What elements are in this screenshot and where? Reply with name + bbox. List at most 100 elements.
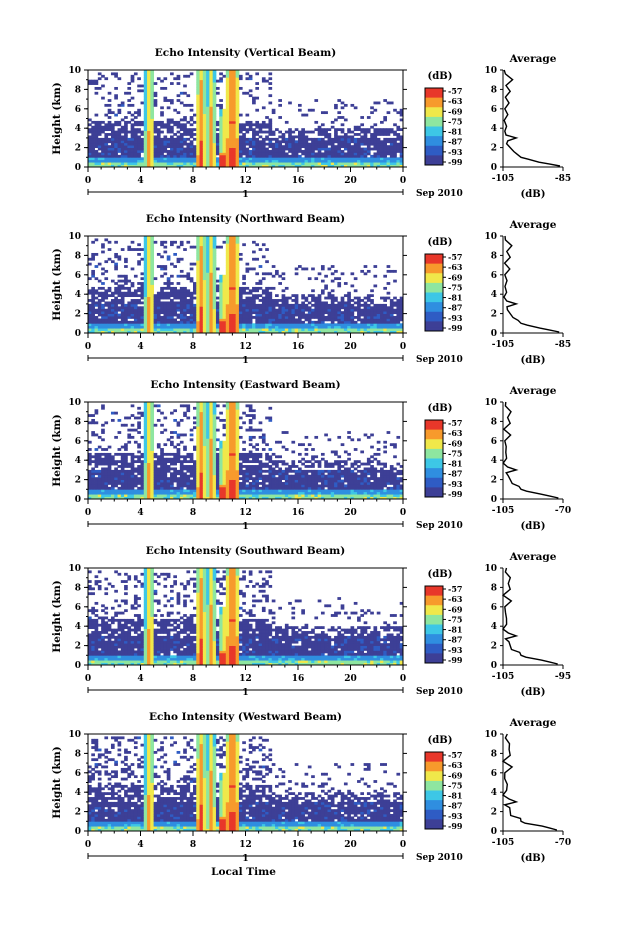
- heatmap-cell: [183, 118, 187, 122]
- heatmap-cell: [133, 323, 138, 327]
- heatmap-cell: [396, 313, 401, 317]
- heatmap-cell: [360, 142, 365, 146]
- heatmap-cell: [97, 86, 102, 90]
- heatmap-cell: [278, 145, 282, 148]
- heatmap-cell: [183, 91, 187, 95]
- heatmap-cell: [232, 140, 237, 144]
- heatmap-cell: [334, 316, 338, 319]
- heatmap-cell: [281, 328, 286, 331]
- heatmap-cell: [209, 157, 214, 161]
- heatmap-cell: [97, 147, 102, 151]
- heatmap-cell: [143, 77, 148, 81]
- heatmap-cell: [143, 457, 148, 461]
- heatmap-cell: [219, 137, 223, 141]
- heatmap-cell: [170, 162, 174, 165]
- heatmap-cell: [212, 274, 217, 278]
- heatmap-cell: [386, 145, 391, 148]
- heatmap-cell: [183, 154, 187, 158]
- heatmap-cell: [117, 123, 122, 127]
- heatmap-cell: [153, 316, 158, 319]
- heatmap-cell: [160, 162, 164, 165]
- heatmap-cell: [340, 152, 345, 156]
- heatmap-cell: [163, 482, 168, 485]
- heatmap-cell: [281, 323, 286, 327]
- heatmap-cell: [340, 130, 345, 134]
- heatmap-cell: [150, 164, 155, 168]
- heatmap-cell: [389, 130, 394, 134]
- heatmap-cell: [337, 164, 342, 168]
- heatmap-cell: [347, 150, 351, 153]
- heatmap-cell: [133, 150, 138, 153]
- heatmap-cell: [278, 142, 282, 146]
- heatmap-cell: [110, 133, 115, 136]
- heatmap-cell: [347, 303, 351, 307]
- heatmap-cell: [130, 496, 135, 500]
- heatmap-cell: [170, 320, 174, 324]
- heatmap-cell: [360, 313, 365, 317]
- heatmap-cell: [163, 313, 168, 317]
- heatmap-cell: [238, 135, 243, 139]
- heatmap-cell: [294, 157, 299, 161]
- heatmap-cell: [143, 411, 148, 415]
- heatmap-cell: [235, 277, 240, 281]
- heatmap-cell: [199, 72, 204, 76]
- heatmap-cell: [225, 303, 230, 307]
- heatmap-cell: [156, 154, 161, 158]
- heatmap-cell: [127, 291, 132, 295]
- heatmap-cell: [271, 323, 276, 327]
- heatmap-cell: [324, 154, 328, 158]
- heatmap-cell: [229, 106, 233, 110]
- heatmap-cell: [343, 164, 348, 168]
- heatmap-cell: [215, 142, 220, 146]
- heatmap-cell: [186, 291, 191, 295]
- heatmap-cell: [147, 296, 151, 300]
- heatmap-cell: [176, 496, 181, 500]
- heatmap-cell: [153, 157, 158, 161]
- heatmap-cell: [170, 135, 174, 139]
- heatmap-cell: [370, 316, 374, 319]
- heatmap-cell: [150, 294, 155, 298]
- heatmap-cell: [343, 159, 348, 163]
- heatmap-cell: [117, 323, 122, 327]
- heatmap-cell: [252, 147, 256, 151]
- heatmap-cell: [209, 120, 214, 124]
- heatmap-cell: [196, 240, 200, 244]
- heatmap-cell: [261, 130, 266, 134]
- heatmap-cell: [199, 274, 204, 278]
- heatmap-cell: [114, 435, 118, 439]
- heatmap-cell: [120, 465, 125, 468]
- heatmap-cell: [202, 252, 207, 256]
- heatmap-cell: [94, 477, 99, 480]
- profile-y-tick-label: 2: [491, 310, 497, 320]
- heatmap-cell: [140, 460, 145, 464]
- heatmap-cell: [209, 236, 214, 239]
- heatmap-cell: [120, 482, 125, 485]
- heatmap-cell: [153, 294, 158, 298]
- heatmap-cell: [183, 116, 187, 119]
- heatmap-cell: [209, 130, 214, 134]
- heatmap-cell: [206, 243, 210, 247]
- heatmap-cell: [170, 154, 174, 158]
- profile-x-tick-label: -85: [555, 340, 571, 350]
- heatmap-cell: [261, 320, 266, 324]
- colorbar-swatch: [425, 282, 443, 287]
- heatmap-cell: [386, 140, 391, 144]
- heatmap-cell: [110, 140, 115, 144]
- heatmap-cell: [366, 128, 371, 132]
- heatmap-cell: [88, 472, 92, 476]
- heatmap-cell: [396, 128, 401, 132]
- heatmap-cell: [255, 325, 260, 329]
- heatmap-cell: [307, 308, 312, 312]
- heatmap-cell: [179, 489, 184, 493]
- heatmap-cell: [133, 467, 138, 471]
- heatmap-cell: [212, 125, 217, 129]
- heatmap-cell: [91, 252, 95, 256]
- heatmap-cell: [120, 489, 125, 493]
- heatmap-cell: [215, 157, 220, 161]
- heatmap-cell: [291, 303, 296, 307]
- heatmap-cell: [337, 282, 342, 285]
- colorbar-swatch: [425, 88, 443, 92]
- heatmap-cell: [373, 145, 378, 148]
- heatmap-cell: [163, 428, 168, 432]
- heatmap-cell: [229, 103, 233, 107]
